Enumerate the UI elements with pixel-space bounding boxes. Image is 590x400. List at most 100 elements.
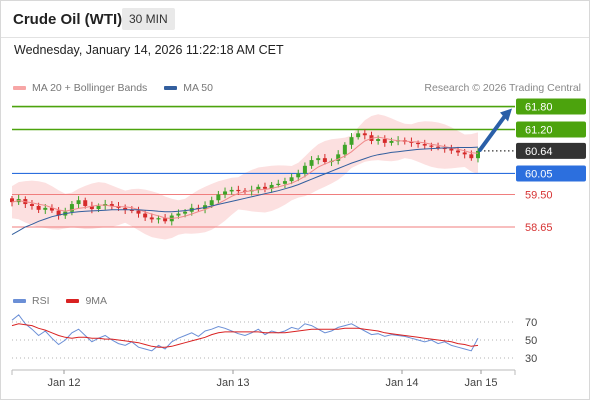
candle-body [316,158,321,161]
legend-ma50-label: MA 50 [183,82,213,94]
candle-body [276,183,281,185]
candle-body [183,211,188,214]
legend-9ma-label: 9MA [85,295,108,307]
candle-body [336,154,341,161]
level-tag-60.64 [516,142,586,159]
candle-body [322,158,327,163]
projection-arrow-head [500,108,512,122]
candle-body [436,146,441,148]
header-bar: Crude Oil (WTI) 30 MIN [1,1,589,38]
candle-body [216,194,221,201]
legend-ma20: MA 20 + Bollinger Bands [13,82,147,94]
timeframe-badge[interactable]: 30 MIN [122,8,175,30]
rsi-tick-70: 70 [525,317,537,329]
projection-arrow-shaft [478,112,508,152]
x-tick-label-Jan-12: Jan 12 [47,377,80,389]
candle-body [49,207,54,211]
candle-body [10,198,14,203]
legend-rsi: RSI [13,295,50,307]
candle-body [389,140,394,143]
candle-body [156,218,161,220]
rsi-ma-line [11,323,479,348]
candle-body [442,147,447,150]
candle-body [429,145,434,147]
candle-body [229,189,234,192]
candle-body [236,189,241,192]
candle-body [349,137,354,145]
rsi-line [11,314,479,352]
level-tag-61.80 [516,98,586,115]
candle-body [149,217,154,220]
candle-body [262,186,267,189]
ma20-line [11,136,479,219]
price-legend: MA 20 + Bollinger Bands MA 50 [13,82,227,94]
candle-body [282,181,287,184]
candle-body [56,210,61,216]
candle-body [296,173,301,178]
timestamp: Wednesday, January 14, 2026 11:22:18 AM … [14,43,284,57]
candle-body [109,204,114,206]
candle-body [163,218,168,222]
instrument-title: Crude Oil (WTI) [13,11,123,28]
legend-rsi-label: RSI [32,295,50,307]
ma20-swatch [13,86,26,91]
rsi-ma-swatch [66,299,80,304]
x-tick-label-Jan-15: Jan 15 [464,377,497,389]
candle-body [289,177,294,182]
candle-body [456,150,461,153]
candle-body [89,205,94,210]
candle-body [382,139,387,143]
candle-body [449,148,454,151]
level-label-61.20: 61.20 [525,125,553,137]
candle-body [136,210,141,214]
candle-body [416,142,421,145]
level-label-60.64: 60.64 [525,146,553,158]
candle-body [143,213,148,218]
level-label-60.05: 60.05 [525,168,553,180]
candle-body [422,144,427,146]
x-tick-label-Jan-14: Jan 14 [385,377,418,389]
legend-ma20-label: MA 20 + Bollinger Bands [32,82,148,94]
level-label-61.80: 61.80 [525,102,553,114]
candle-body [269,184,274,189]
candle-body [96,205,101,210]
candle-body [29,204,34,206]
candle-body [362,133,367,136]
candle-body [43,207,48,210]
legend-9ma: 9MA [66,295,107,307]
level-tag-60.05 [516,165,586,182]
candle-body [209,200,214,206]
candle-body [302,165,307,174]
candle-body [83,200,88,206]
candle-body [409,141,414,143]
candle-body [76,200,81,205]
candle-body [256,186,261,190]
level-label-59.50: 59.50 [525,190,553,202]
candle-body [462,152,467,155]
candle-body [129,209,134,211]
rsi-tick-50: 50 [525,335,537,347]
candle-body [123,207,128,210]
ma50-swatch [164,86,178,91]
ma50-line [11,146,479,236]
candle-body [36,205,41,210]
rsi-legend: RSI 9MA [13,295,121,307]
candle-body [342,144,347,155]
candle-body [476,150,480,159]
candle-body [223,191,228,195]
candle-body [469,154,474,159]
legend-ma50: MA 50 [164,82,213,94]
level-label-58.65: 58.65 [525,222,553,234]
candle-body [356,133,361,138]
credit-text: Research © 2026 Trading Central [424,82,581,94]
rsi-swatch [13,299,26,304]
level-tag-61.20 [516,121,586,138]
candle-body [176,213,181,216]
rsi-tick-30: 30 [525,353,537,365]
candle-body [376,139,381,141]
candle-body [309,160,314,166]
candle-body [69,204,74,212]
x-tick-label-Jan-13: Jan 13 [216,377,249,389]
